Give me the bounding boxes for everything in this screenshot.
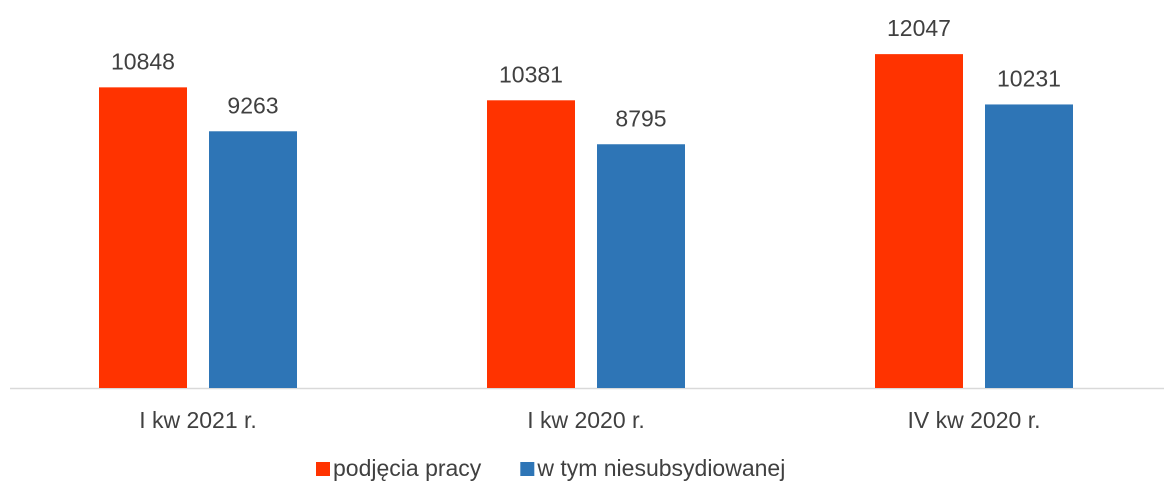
legend-swatch [520,462,535,476]
data-label: 10848 [111,48,175,74]
data-label: 10231 [997,66,1061,92]
x-tick-label: IV kw 2020 r. [908,407,1041,433]
x-tick-label: I kw 2021 r. [139,407,257,433]
legend-label: podjęcia pracy [333,455,482,481]
data-label: 8795 [615,105,666,131]
bar [487,100,575,388]
data-label: 10381 [499,61,563,87]
legend-swatch [316,462,330,476]
bar [209,131,297,388]
data-label: 12047 [887,15,951,41]
legend-label: w tym niesubsydiowanej [536,455,785,481]
data-label: 9263 [227,92,278,118]
bar [597,144,685,388]
bar [985,104,1073,388]
x-tick-label: I kw 2020 r. [527,407,645,433]
bar [99,87,187,388]
bar [875,54,963,388]
